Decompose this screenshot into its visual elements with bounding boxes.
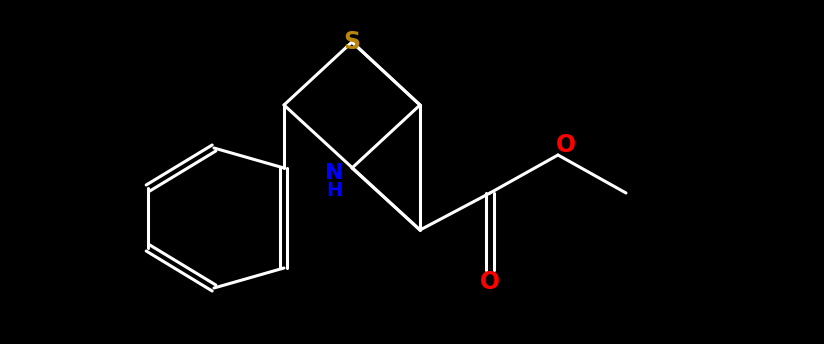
Text: O: O — [556, 133, 576, 157]
Text: O: O — [480, 270, 500, 294]
Text: H: H — [325, 181, 342, 200]
Text: S: S — [344, 30, 361, 54]
Text: N: N — [325, 163, 344, 183]
